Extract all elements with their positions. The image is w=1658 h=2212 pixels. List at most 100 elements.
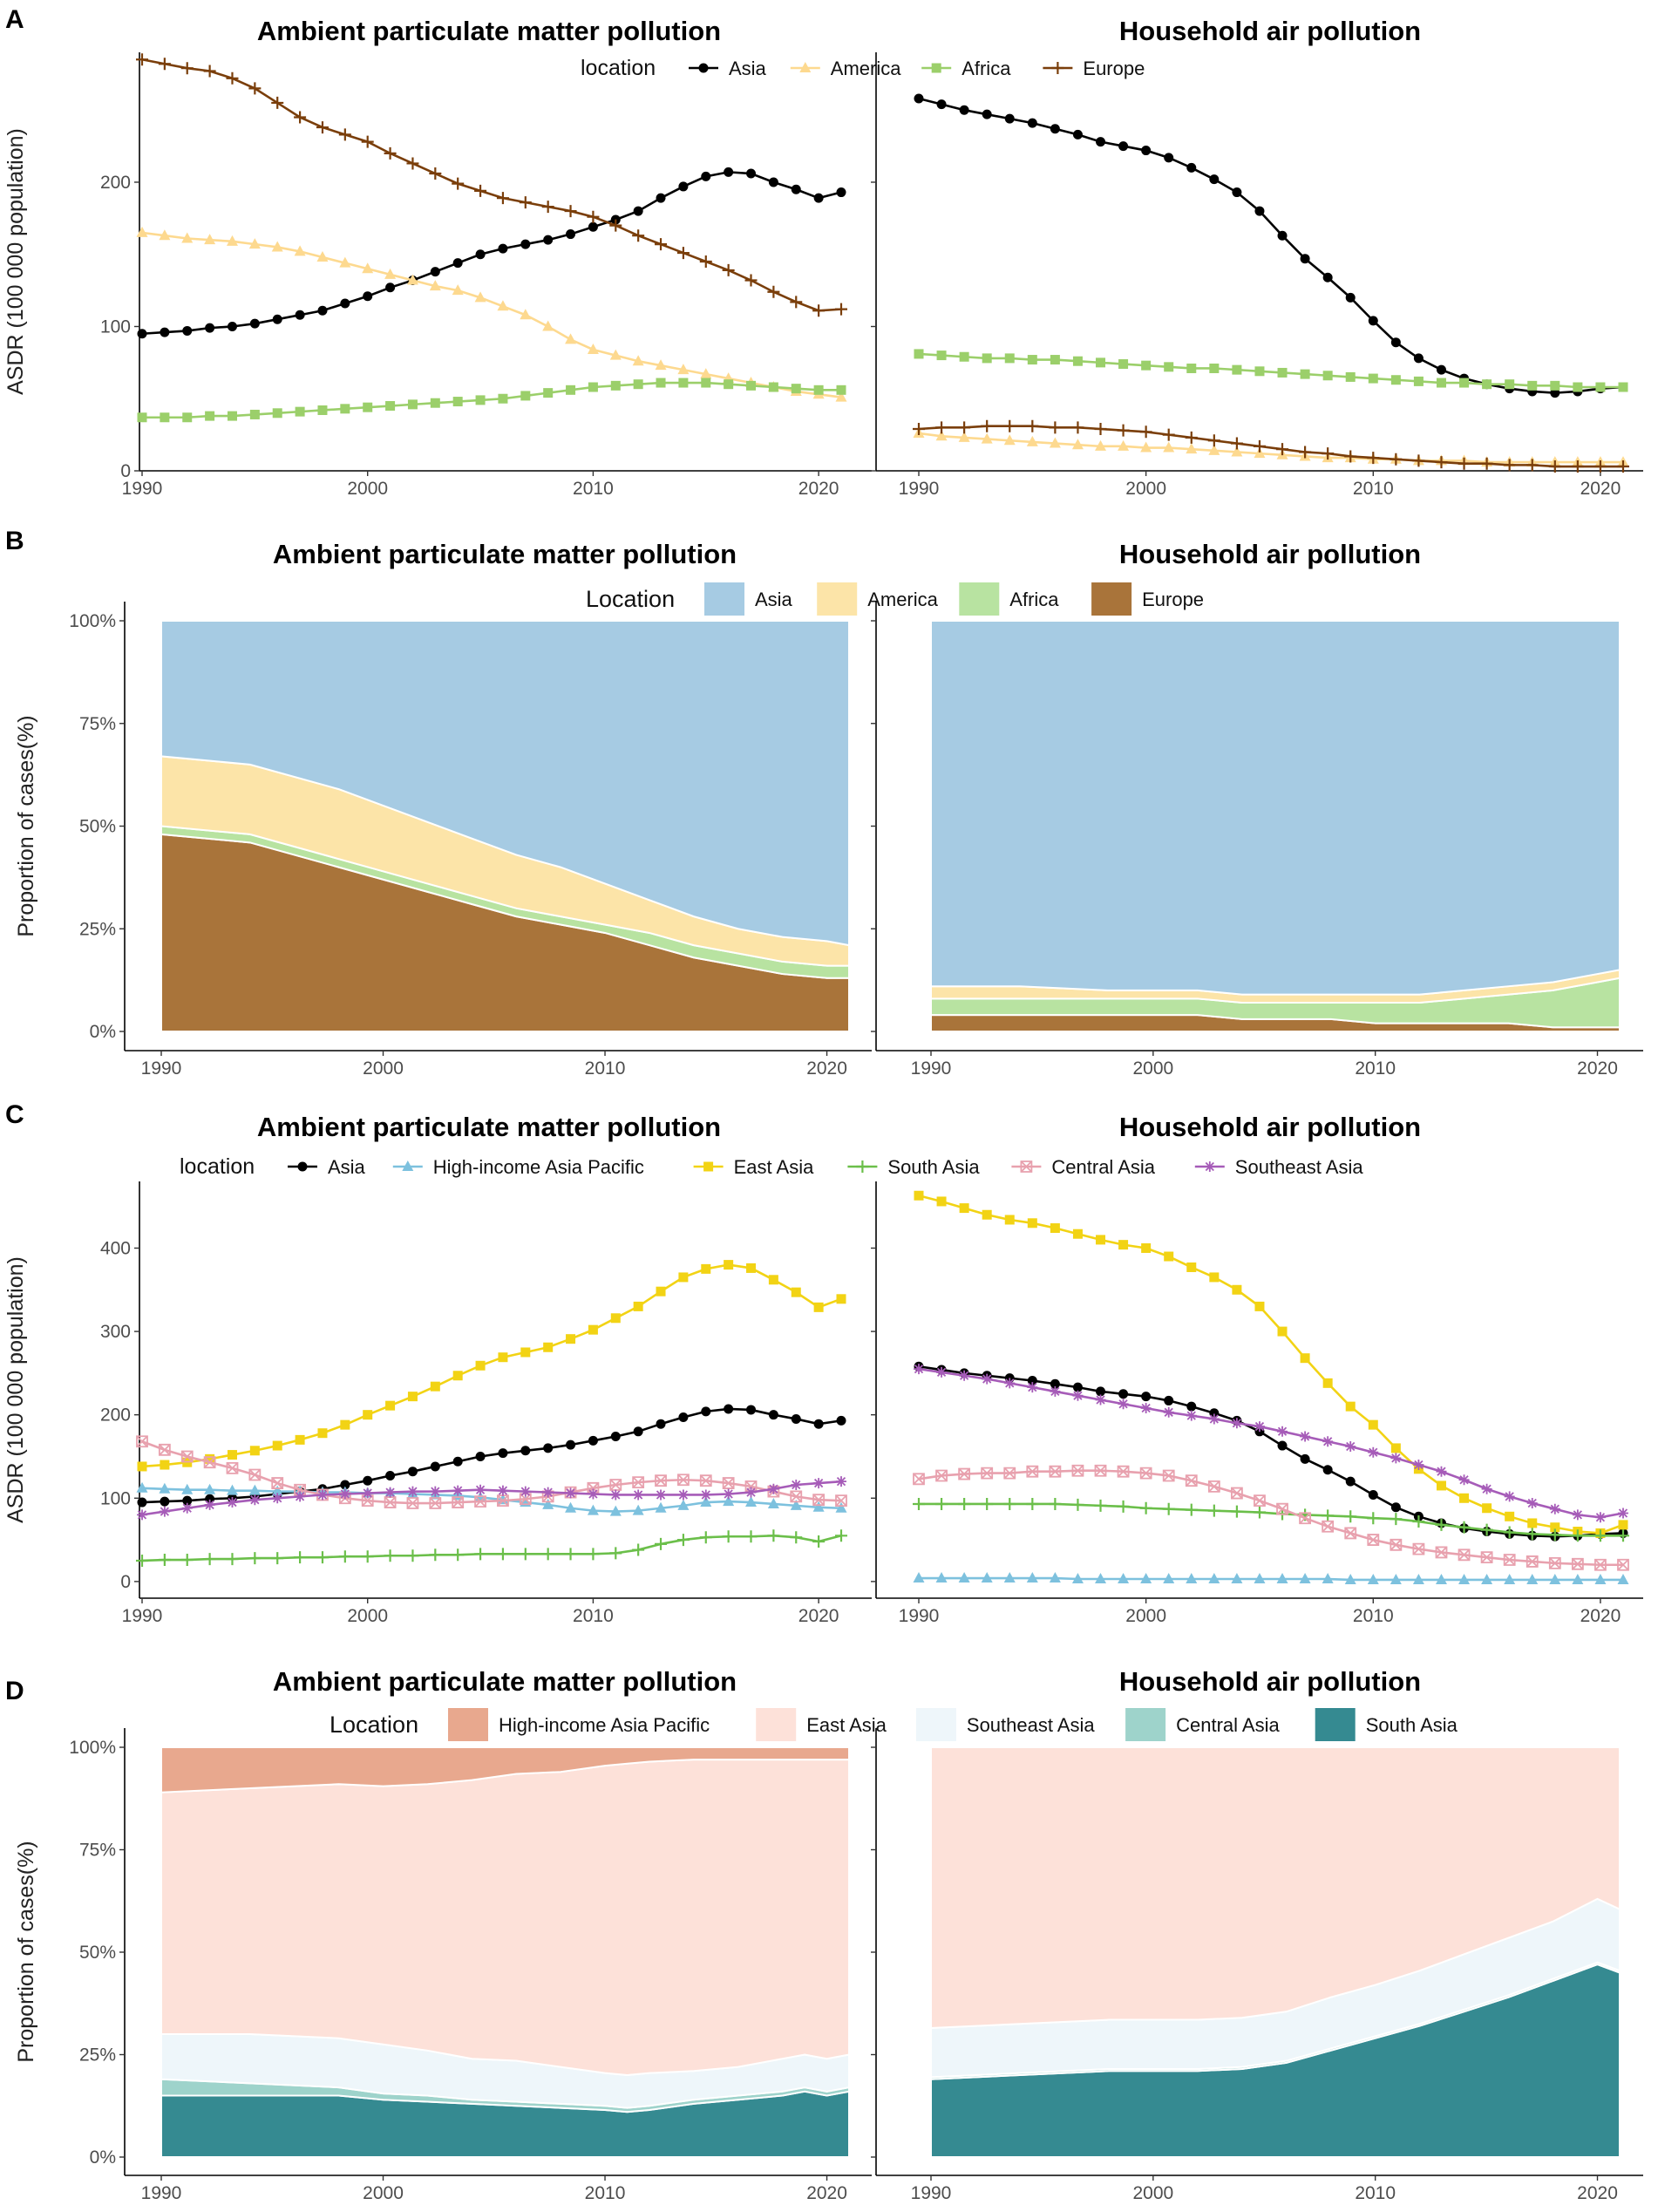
data-point-asia <box>1096 137 1106 147</box>
data-point-africa <box>1050 355 1060 365</box>
data-point-south-asia <box>294 1551 307 1564</box>
data-point-asia <box>768 177 778 187</box>
data-point-europe <box>158 58 171 71</box>
data-point-europe <box>361 135 374 148</box>
data-point-central-asia <box>1571 1557 1584 1570</box>
data-point-south-asia <box>1117 1500 1130 1513</box>
data-point-high-income-asia-pacific <box>812 1501 825 1512</box>
data-point-southeast-asia <box>656 1489 667 1501</box>
series-line-asia <box>141 171 842 336</box>
x-tick-label: 2020 <box>1580 1606 1621 1626</box>
facet-household-air-pollution: Household air pollution 1990 2000 2010 2020 <box>871 539 1643 1079</box>
data-point-high-income-asia-pacific <box>1049 1572 1061 1583</box>
data-point-asia <box>1300 254 1310 264</box>
data-point-africa <box>1527 380 1538 391</box>
data-point-east-asia <box>385 1400 396 1411</box>
data-point-asia <box>1345 1476 1356 1487</box>
data-point-high-income-asia-pacific <box>204 1483 216 1494</box>
data-point-south-asia <box>1003 1497 1016 1510</box>
data-point-asia <box>1390 337 1401 348</box>
data-point-east-asia <box>1345 1401 1356 1412</box>
data-point-high-income-asia-pacific <box>913 1572 925 1583</box>
data-point-asia <box>137 1497 147 1508</box>
data-point-africa <box>1254 366 1265 377</box>
facet-title: Household air pollution <box>1119 539 1421 569</box>
data-point-asia <box>1164 153 1174 163</box>
data-point-high-income-asia-pacific <box>1071 1573 1084 1584</box>
x-tick-label: 2000 <box>1125 1606 1166 1626</box>
data-point-asia <box>633 1426 643 1437</box>
data-point-europe <box>1367 452 1380 465</box>
data-point-america <box>1140 441 1152 453</box>
data-point-europe <box>655 238 668 251</box>
data-point-europe <box>519 196 532 209</box>
data-point-asia <box>1050 124 1060 134</box>
data-point-high-income-asia-pacific <box>723 1495 735 1507</box>
data-point-south-asia <box>1139 1501 1152 1514</box>
data-point-south-asia <box>1390 1513 1403 1526</box>
data-point-europe <box>541 201 554 214</box>
data-point-africa <box>543 388 554 398</box>
data-point-south-asia <box>452 1548 465 1562</box>
data-point-south-asia <box>744 1530 758 1543</box>
data-point-europe <box>1503 459 1516 472</box>
data-point-southeast-asia <box>1231 1418 1242 1429</box>
data-point-high-income-asia-pacific <box>1367 1573 1379 1584</box>
data-point-america <box>406 274 418 285</box>
data-point-south-asia <box>338 1550 351 1563</box>
data-point-africa <box>295 406 305 417</box>
data-point-europe <box>294 111 307 124</box>
data-point-east-asia <box>1618 1520 1628 1530</box>
data-point-southeast-asia <box>914 1364 924 1375</box>
data-point-asia <box>498 243 508 254</box>
legend-key-marker <box>703 1161 714 1172</box>
data-point-america <box>181 232 194 243</box>
data-point-south-asia <box>1071 1498 1084 1511</box>
data-point-africa <box>1345 371 1356 382</box>
data-point-central-asia <box>1254 1494 1266 1508</box>
data-point-africa <box>249 409 260 419</box>
data-point-east-asia <box>295 1434 305 1445</box>
data-point-southeast-asia <box>1050 1385 1061 1397</box>
data-point-america <box>1026 435 1038 446</box>
facet-household-air-pollution: Household air pollution 1990 2000 2010 2020 <box>871 1666 1643 2203</box>
data-point-high-income-asia-pacific <box>745 1496 758 1508</box>
data-point-central-asia <box>1185 1474 1198 1487</box>
data-point-asia <box>407 1467 418 1477</box>
legend-label-asia: Asia <box>328 1156 366 1178</box>
data-point-america <box>384 268 397 279</box>
data-point-central-asia <box>1139 1467 1152 1480</box>
data-point-europe <box>587 210 600 223</box>
data-point-america <box>226 235 238 246</box>
data-point-south-asia <box>1185 1503 1198 1516</box>
data-point-africa <box>430 398 440 408</box>
data-point-europe <box>1207 434 1220 447</box>
legend: location Asia America Africa Europe <box>581 56 1145 80</box>
data-point-africa <box>813 385 824 395</box>
data-point-asia <box>1550 388 1560 398</box>
data-point-america <box>1208 444 1220 455</box>
data-point-africa <box>160 412 170 423</box>
y-tick-label: 50% <box>79 817 116 837</box>
data-point-south-asia <box>1253 1506 1266 1519</box>
data-point-africa <box>959 351 969 362</box>
data-point-high-income-asia-pacific <box>767 1497 779 1508</box>
data-point-southeast-asia <box>723 1488 734 1500</box>
data-point-south-asia <box>271 1552 284 1565</box>
data-point-east-asia <box>1527 1518 1538 1528</box>
legend-label-europe: Europe <box>1083 58 1145 79</box>
data-point-east-asia <box>340 1419 350 1430</box>
data-point-europe <box>1412 454 1425 467</box>
data-point-america <box>1118 439 1130 451</box>
data-point-asia <box>678 181 689 192</box>
legend-key-marker <box>297 1161 308 1172</box>
legend-key-marker <box>856 1160 869 1173</box>
data-point-southeast-asia <box>1345 1441 1356 1453</box>
data-point-south-asia <box>1480 1523 1493 1536</box>
data-point-europe <box>935 421 948 434</box>
x-tick-label: 2020 <box>806 2183 847 2203</box>
data-point-southeast-asia <box>633 1489 644 1501</box>
data-point-europe <box>1071 421 1084 434</box>
data-point-southeast-asia <box>249 1494 261 1506</box>
data-point-south-asia <box>699 1531 712 1544</box>
